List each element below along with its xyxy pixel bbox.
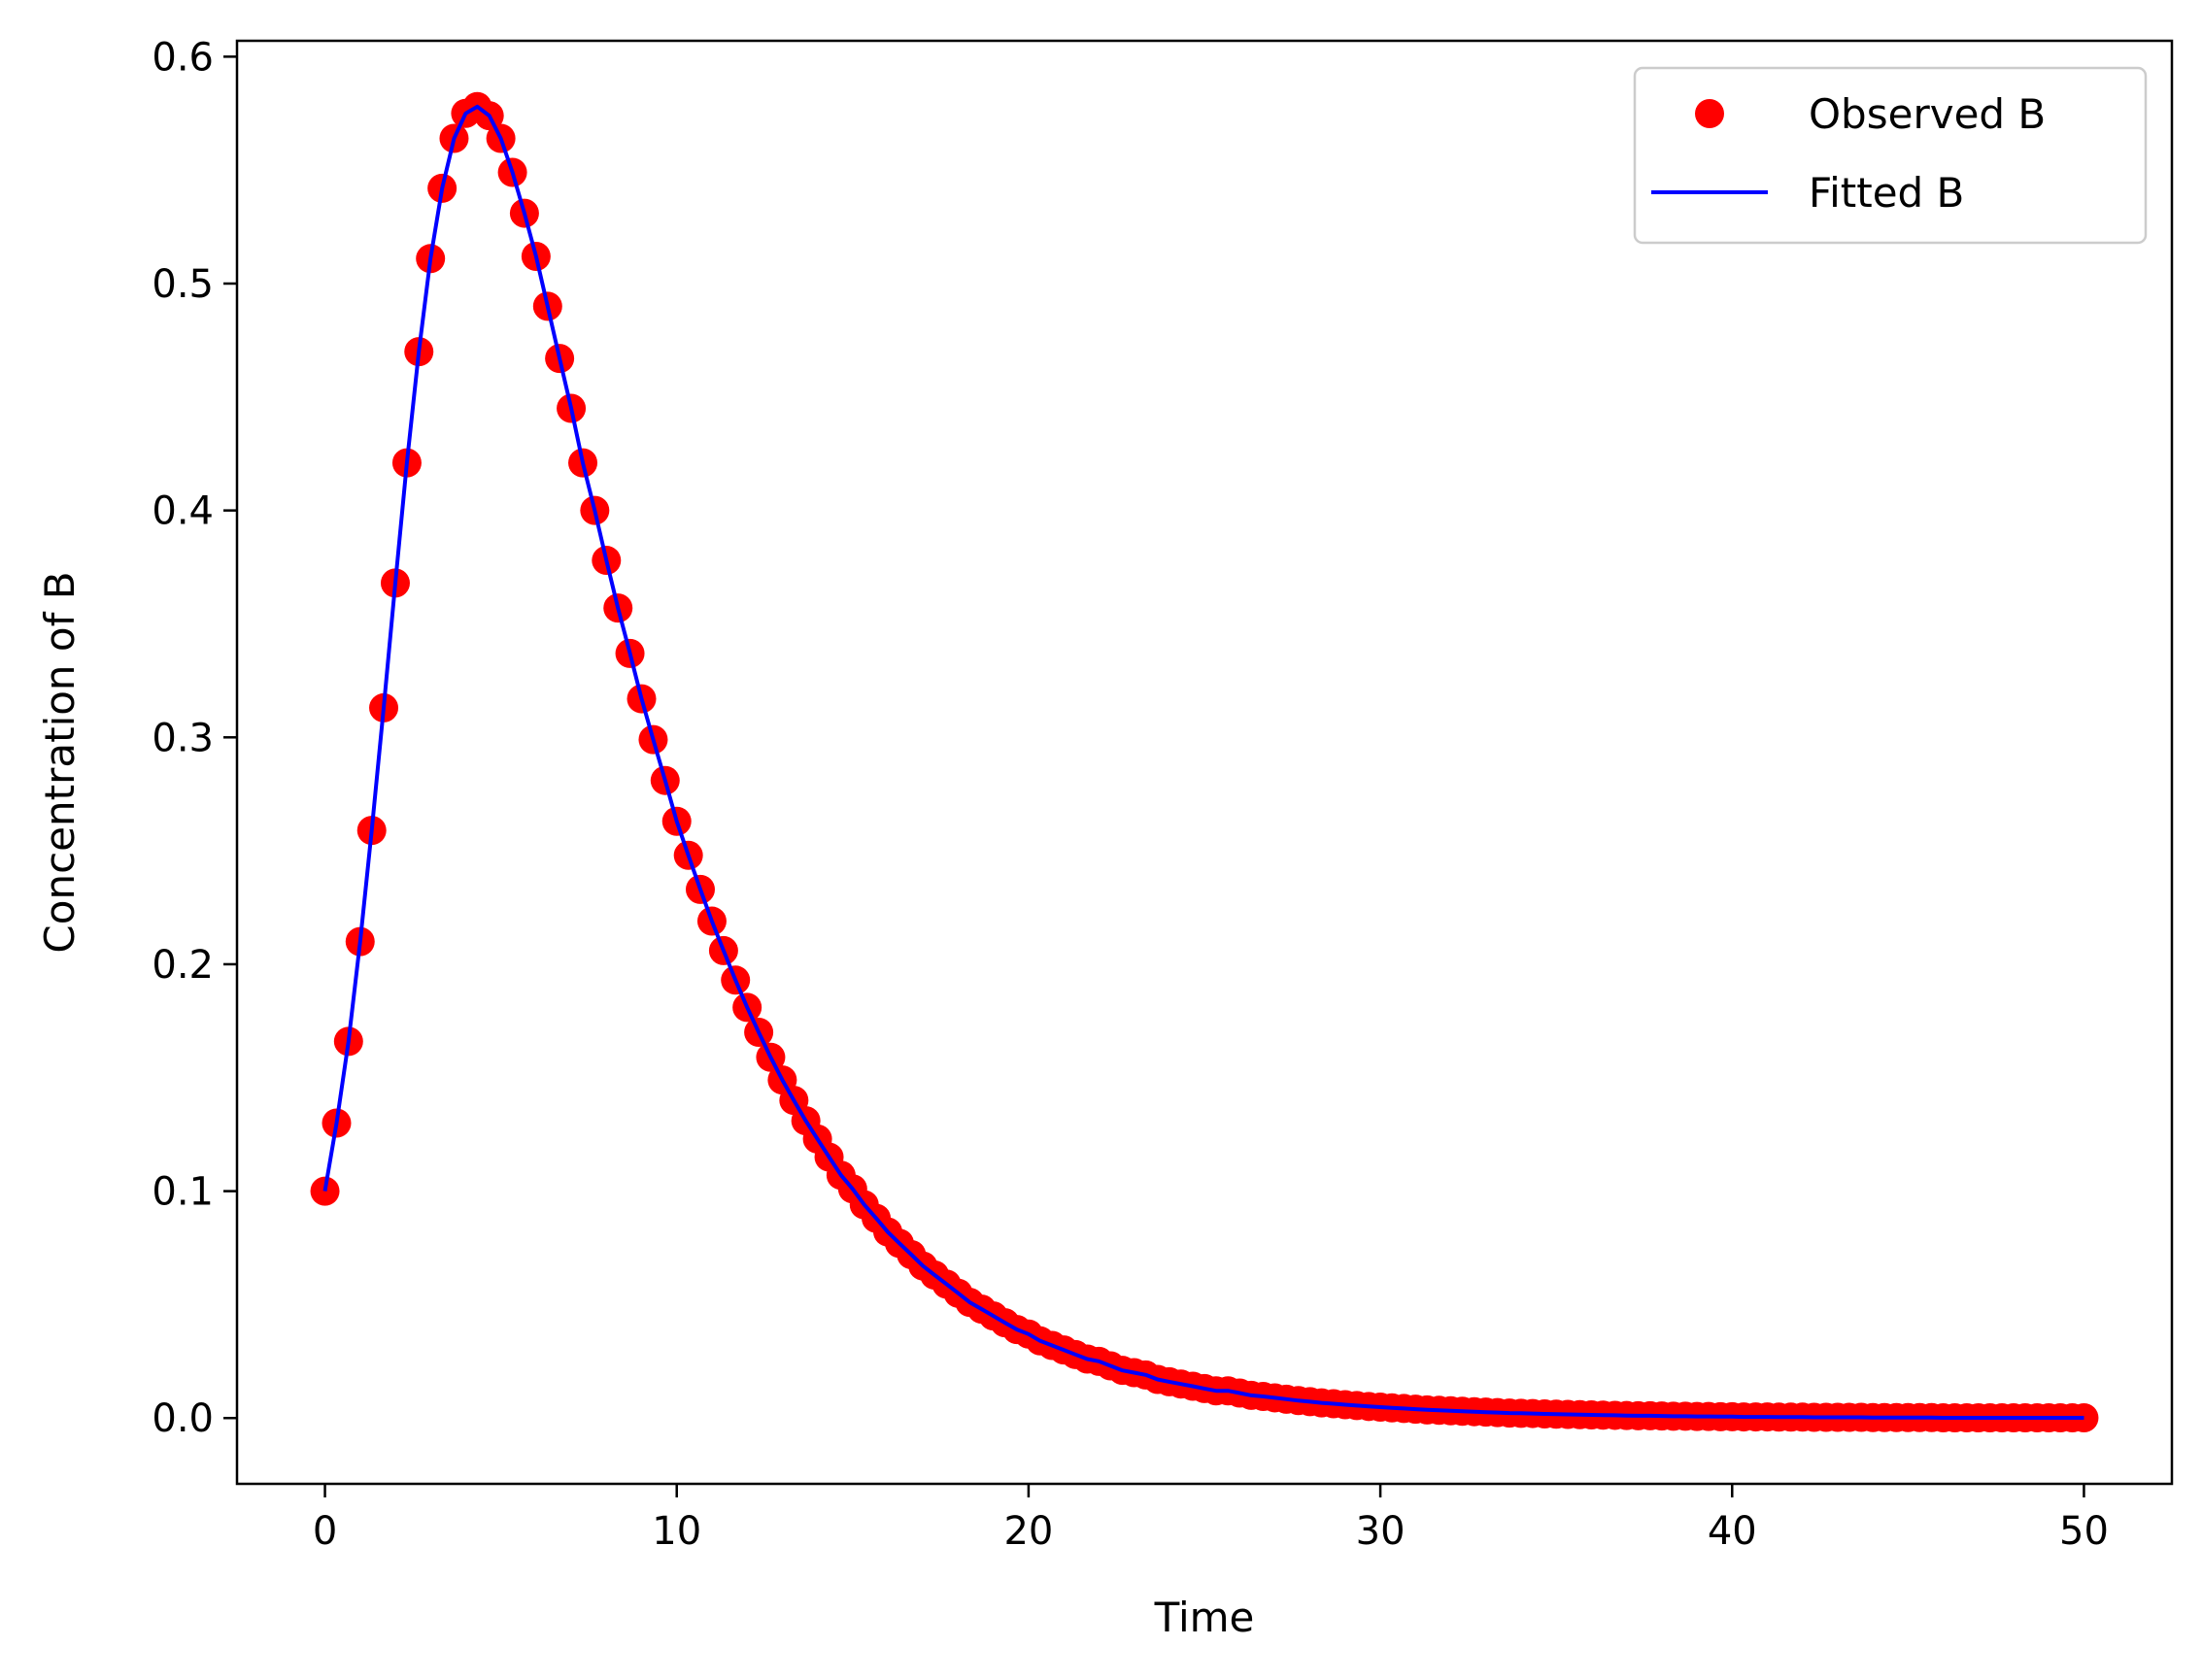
legend-label-fitted: Fitted B	[1809, 169, 1964, 217]
fitted-line	[322, 104, 2084, 1420]
y-tick-label: 0.4	[152, 489, 214, 534]
y-axis-title: Concentration of B	[36, 571, 84, 953]
y-tick-label: 0.6	[152, 35, 214, 80]
x-axis-title: Time	[1154, 1594, 1255, 1641]
y-tick-label: 0.3	[152, 716, 214, 760]
x-tick-label: 0	[313, 1509, 337, 1554]
y-tick-label: 0.0	[152, 1396, 214, 1441]
plot-area	[310, 91, 2099, 1433]
legend-marker-observed	[1695, 99, 1724, 128]
legend: Observed B Fitted B	[1633, 66, 2148, 245]
y-tick-label: 0.5	[152, 262, 214, 307]
legend-label-observed: Observed B	[1809, 90, 2046, 138]
x-tick-label: 50	[2059, 1509, 2109, 1554]
y-axis: 0.0 0.1 0.2 0.3 0.4 0.5 0.6	[152, 35, 237, 1441]
x-tick-label: 30	[1356, 1509, 1406, 1554]
legend-box	[1633, 66, 2148, 245]
plot-frame	[235, 39, 2174, 1486]
x-tick-label: 10	[652, 1509, 701, 1554]
x-tick-label: 40	[1708, 1509, 1757, 1554]
y-tick-label: 0.1	[152, 1170, 214, 1215]
y-tick-label: 0.2	[152, 943, 214, 988]
x-tick-label: 20	[1003, 1509, 1053, 1554]
x-axis: 0 10 20 30 40 50	[313, 1484, 2109, 1554]
